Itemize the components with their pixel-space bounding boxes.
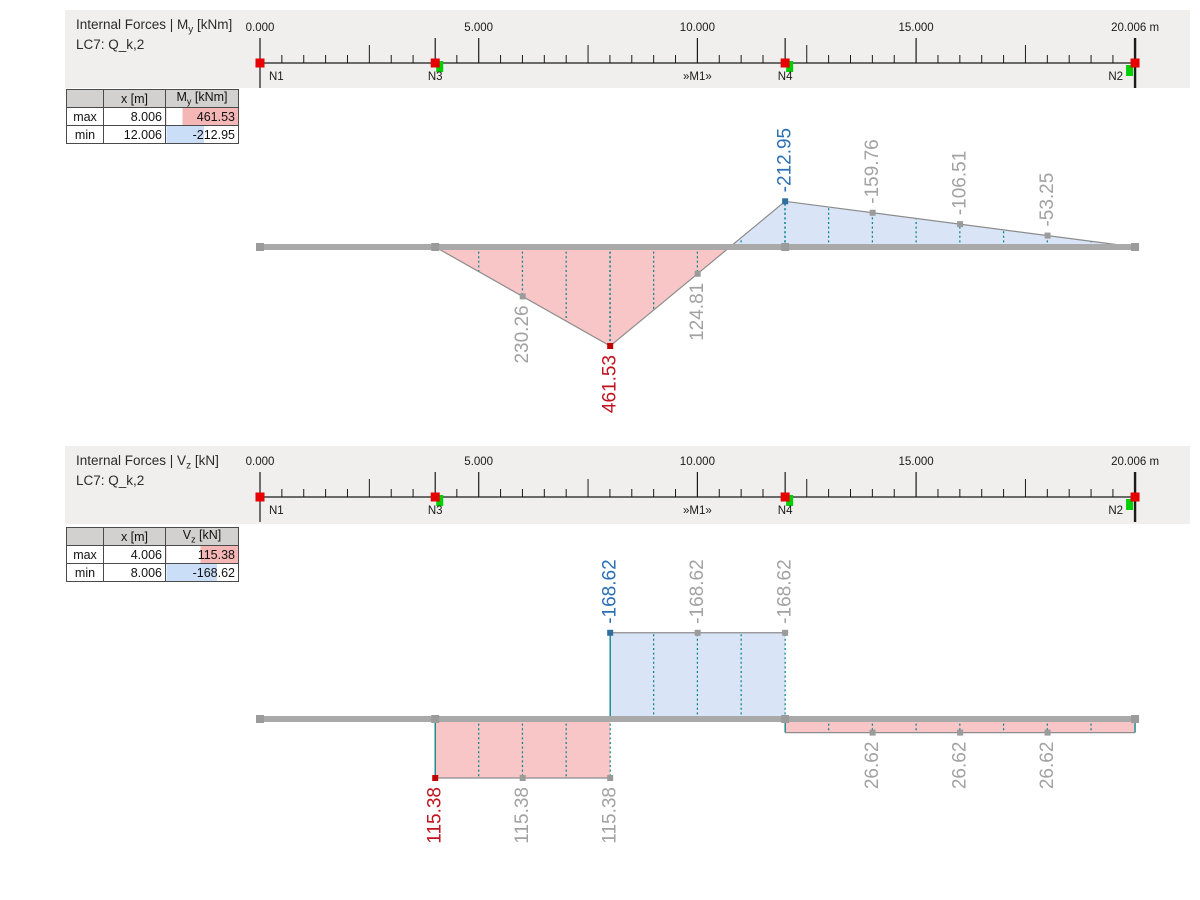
value-label: 461.53	[600, 355, 621, 413]
value-label: -159.76	[862, 139, 883, 203]
value-label: 230.26	[512, 305, 533, 363]
moment-region-positive	[435, 247, 730, 346]
beam-node-marker	[781, 243, 790, 251]
value-marker	[1044, 232, 1051, 239]
corner-cell	[66, 89, 104, 108]
value-marker	[694, 270, 701, 277]
shear-diagram: 115.38 115.38 115.38 -168.62 -168.62 -168.62 2…	[256, 559, 1140, 844]
beam-node-marker	[431, 243, 440, 251]
value-marker	[957, 221, 964, 228]
value-marker	[957, 729, 964, 736]
shear-region-positive	[435, 719, 611, 778]
x-value: 4.006	[103, 545, 166, 564]
row-label: max	[66, 545, 104, 564]
beam-node-marker	[781, 715, 790, 723]
row-label: max	[66, 107, 104, 126]
panel-vz-title: Internal Forces | Vz [kN]	[76, 453, 219, 472]
subscript: y	[188, 24, 194, 36]
value-label: 115.38	[600, 787, 621, 844]
table-header-row: x [m] My [kNm]	[66, 89, 239, 108]
value-label: -106.51	[950, 151, 971, 215]
max-value: 115.38	[165, 545, 239, 564]
beam-member	[257, 244, 1139, 250]
min-value-marker	[782, 198, 789, 205]
moment-region-negative	[729, 201, 1136, 247]
row-label: min	[66, 563, 104, 582]
max-value-marker	[432, 774, 439, 781]
panel-vz-header-band	[65, 446, 1190, 524]
beam-member	[257, 716, 1139, 722]
min-value: -212.95	[165, 125, 239, 144]
x-header-cell: x [m]	[103, 89, 166, 108]
value-header-cell: My [kNm]	[165, 89, 239, 108]
table-header-row: x [m] Vz [kN]	[66, 527, 239, 546]
value-marker	[694, 629, 701, 636]
table-row-max: max 4.006 115.38	[66, 545, 239, 564]
beam-node-marker	[256, 715, 264, 723]
value-label: -168.62	[600, 559, 621, 623]
shear-region-positive	[785, 719, 1136, 733]
table-row-max: max 8.006 461.53	[66, 107, 239, 126]
value-label: 124.81	[687, 283, 708, 341]
value-label: -168.62	[687, 559, 708, 623]
value-marker	[519, 774, 526, 781]
panel-my-header-band	[65, 10, 1190, 88]
value-label: -53.25	[1037, 173, 1058, 227]
panel-my-title: Internal Forces | My [kNm]	[76, 17, 233, 36]
vz-minmax-table: x [m] Vz [kN] max 4.006 115.38 min 8.006…	[66, 527, 239, 582]
panel-my-loadcase: LC7: Q_k,2	[76, 37, 145, 52]
corner-cell	[66, 527, 104, 546]
row-label: min	[66, 125, 104, 144]
x-value: 8.006	[103, 563, 166, 582]
my-minmax-table: x [m] My [kNm] max 8.006 461.53 min 12.0…	[66, 89, 239, 144]
value-marker	[869, 729, 876, 736]
value-marker	[519, 293, 526, 300]
value-marker	[869, 209, 876, 216]
shear-region-negative	[610, 632, 786, 719]
moment-outline	[260, 200, 1136, 347]
moment-diagram: 230.26 461.53 124.81 -212.95 -159.76 -106.51 -…	[256, 128, 1140, 413]
beam-node-marker	[1131, 243, 1140, 251]
value-header-cell: Vz [kN]	[165, 527, 239, 546]
value-label: 115.38	[425, 787, 446, 844]
min-value-marker	[607, 629, 614, 636]
table-row-min: min 8.006 -168.62	[66, 563, 239, 582]
x-value: 12.006	[103, 125, 166, 144]
value-label: -168.62	[775, 559, 796, 623]
max-value: 461.53	[165, 107, 239, 126]
value-label: -212.95	[775, 128, 796, 192]
panel-vz-loadcase: LC7: Q_k,2	[76, 473, 145, 488]
beam-node-marker	[1131, 715, 1140, 723]
value-marker	[607, 774, 614, 781]
value-label: 26.62	[950, 742, 971, 790]
table-row-min: min 12.006 -212.95	[66, 125, 239, 144]
value-marker	[782, 629, 789, 636]
value-label: 26.62	[862, 742, 883, 790]
subscript: z	[186, 460, 192, 472]
x-header-cell: x [m]	[103, 527, 166, 546]
value-label: 115.38	[512, 787, 533, 844]
max-value-marker	[607, 342, 614, 349]
beam-node-marker	[431, 715, 440, 723]
value-label: 26.62	[1037, 742, 1058, 790]
value-marker	[1044, 729, 1051, 736]
x-value: 8.006	[103, 107, 166, 126]
min-value: -168.62	[165, 563, 239, 582]
beam-node-marker	[256, 243, 264, 251]
